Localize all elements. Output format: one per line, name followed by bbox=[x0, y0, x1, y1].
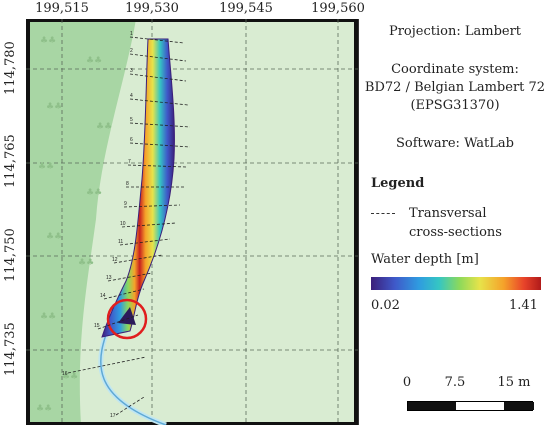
section-label-1: 1 bbox=[130, 31, 133, 37]
section-label-17: 17 bbox=[110, 413, 116, 419]
info-panel: Projection: Lambert Coordinate system: B… bbox=[358, 19, 550, 425]
section-label-2: 2 bbox=[130, 48, 133, 54]
crs-name: BD72 / Belgian Lambert 72 bbox=[364, 80, 546, 95]
section-label-16: 16 bbox=[62, 371, 68, 377]
northing-label-2: 114,765 bbox=[3, 134, 18, 188]
depth-min-label: 0.02 bbox=[371, 298, 400, 313]
section-label-8: 8 bbox=[126, 181, 129, 187]
section-label-6: 6 bbox=[130, 137, 133, 143]
scale-label-0: 0 bbox=[402, 375, 412, 390]
projection-text: Projection: Lambert bbox=[388, 24, 522, 39]
svg-text:♣♣: ♣♣ bbox=[38, 162, 54, 172]
cross-sections bbox=[67, 36, 191, 416]
svg-text:♣♣: ♣♣ bbox=[62, 372, 78, 382]
scale-label-mid: 7.5 bbox=[444, 375, 466, 390]
section-number-labels: 1 2 3 4 5 6 7 8 9 10 11 12 13 14 15 16 1… bbox=[62, 31, 133, 419]
easting-label-1: 199,515 bbox=[35, 1, 89, 16]
river-depth-map bbox=[101, 38, 175, 338]
svg-text:♣♣: ♣♣ bbox=[96, 122, 112, 132]
section-label-4: 4 bbox=[130, 93, 133, 99]
water-depth-title: Water depth [m] bbox=[371, 252, 479, 267]
svg-text:♣♣: ♣♣ bbox=[40, 36, 56, 46]
section-label-15: 15 bbox=[94, 323, 100, 329]
scale-label-end: 15 m bbox=[497, 375, 531, 390]
cross-section-label-1: Transversal bbox=[409, 206, 487, 221]
map-canvas[interactable]: ♣♣ ♣♣ ♣♣ ♣♣ ♣♣ ♣♣ ♣♣ ♣♣ ♣♣ ♣♣ ♣♣ bbox=[26, 19, 358, 425]
water-depth-colorbar bbox=[371, 277, 541, 290]
svg-text:♣♣: ♣♣ bbox=[86, 56, 102, 66]
section-label-3: 3 bbox=[130, 68, 133, 74]
svg-text:♣♣: ♣♣ bbox=[36, 404, 52, 414]
northing-label-3: 114,750 bbox=[3, 228, 18, 282]
svg-text:♣♣: ♣♣ bbox=[46, 232, 62, 242]
depth-max-label: 1.41 bbox=[509, 298, 538, 313]
legend-title: Legend bbox=[371, 176, 425, 191]
easting-label-2: 199,530 bbox=[125, 1, 179, 16]
easting-label-4: 199,560 bbox=[311, 1, 365, 16]
tree-symbols: ♣♣ ♣♣ ♣♣ ♣♣ ♣♣ ♣♣ ♣♣ ♣♣ ♣♣ ♣♣ ♣♣ bbox=[36, 36, 112, 414]
forest-area bbox=[26, 19, 136, 425]
section-label-10: 10 bbox=[120, 221, 126, 227]
crs-code: (EPSG31370) bbox=[410, 98, 500, 113]
easting-label-3: 199,545 bbox=[219, 1, 273, 16]
northing-label-4: 114,735 bbox=[3, 322, 18, 376]
svg-text:♣♣: ♣♣ bbox=[78, 258, 94, 268]
svg-text:♣♣: ♣♣ bbox=[46, 102, 62, 112]
section-label-7: 7 bbox=[128, 159, 131, 165]
svg-text:♣♣: ♣♣ bbox=[86, 188, 102, 198]
section-label-13: 13 bbox=[106, 275, 112, 281]
scale-bar bbox=[407, 401, 534, 411]
section-label-14: 14 bbox=[100, 293, 106, 299]
northing-label-1: 114,780 bbox=[3, 41, 18, 95]
section-label-11: 11 bbox=[118, 239, 123, 245]
cross-section-label-2: cross-sections bbox=[409, 225, 502, 240]
section-label-5: 5 bbox=[130, 117, 133, 123]
section-label-12: 12 bbox=[112, 257, 118, 263]
map-frame[interactable]: ♣♣ ♣♣ ♣♣ ♣♣ ♣♣ ♣♣ ♣♣ ♣♣ ♣♣ ♣♣ ♣♣ bbox=[26, 19, 358, 425]
section-label-9: 9 bbox=[124, 201, 127, 207]
highlight-circle bbox=[106, 298, 148, 340]
software-text: Software: WatLab bbox=[396, 136, 514, 151]
coordinate-system-heading: Coordinate system: bbox=[391, 62, 519, 77]
cross-section-symbol bbox=[371, 213, 395, 214]
svg-text:♣♣: ♣♣ bbox=[40, 312, 56, 322]
